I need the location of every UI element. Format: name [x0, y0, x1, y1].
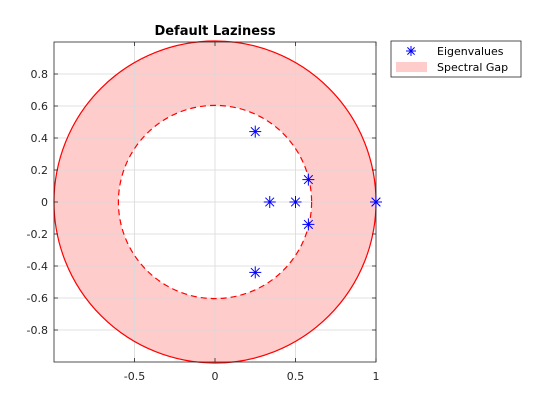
- x-tick-label: 1: [373, 370, 380, 383]
- y-tick-label: -0.2: [27, 228, 48, 241]
- eigenvalue-marker: [249, 125, 262, 138]
- plot-area: -0.5 0 0.5 1 0.8 0.6 0.4 0.2 0 -0.2 -0.4 -0.6 -0.8: [27, 40, 382, 383]
- y-tick-label: -0.4: [27, 260, 48, 273]
- x-tick-label: -0.5: [124, 370, 145, 383]
- y-tick-label: 0.4: [31, 132, 49, 145]
- x-tick-label: 0.5: [287, 370, 305, 383]
- x-tick-label: 0: [212, 370, 219, 383]
- legend-spectral-gap-label: Spectral Gap: [437, 61, 508, 74]
- eigenvalue-marker: [249, 266, 262, 279]
- eigenvalue-marker: [370, 196, 382, 208]
- legend-eigenvalues-marker: [406, 46, 416, 56]
- y-tick-label: -0.6: [27, 292, 48, 305]
- y-tick-label: 0.2: [31, 164, 49, 177]
- eigenvalue-marker: [302, 218, 315, 231]
- legend: Eigenvalues Spectral Gap: [390, 40, 522, 78]
- legend-box: [390, 40, 522, 78]
- y-tick-label: 0.8: [31, 68, 49, 81]
- eigenvalue-marker: [302, 173, 315, 186]
- y-tick-label: 0.6: [31, 100, 49, 113]
- chart-title: Default Laziness: [154, 24, 275, 39]
- spectral-gap-inner-edge: [117, 104, 313, 300]
- eigenvalue-marker: [263, 196, 276, 208]
- legend-spectral-gap-swatch: [396, 62, 427, 72]
- y-tick-label: -0.8: [27, 324, 48, 337]
- y-tick-label: 0: [41, 196, 48, 209]
- eigenvalue-marker: [289, 196, 302, 208]
- legend-eigenvalues-label: Eigenvalues: [437, 45, 504, 58]
